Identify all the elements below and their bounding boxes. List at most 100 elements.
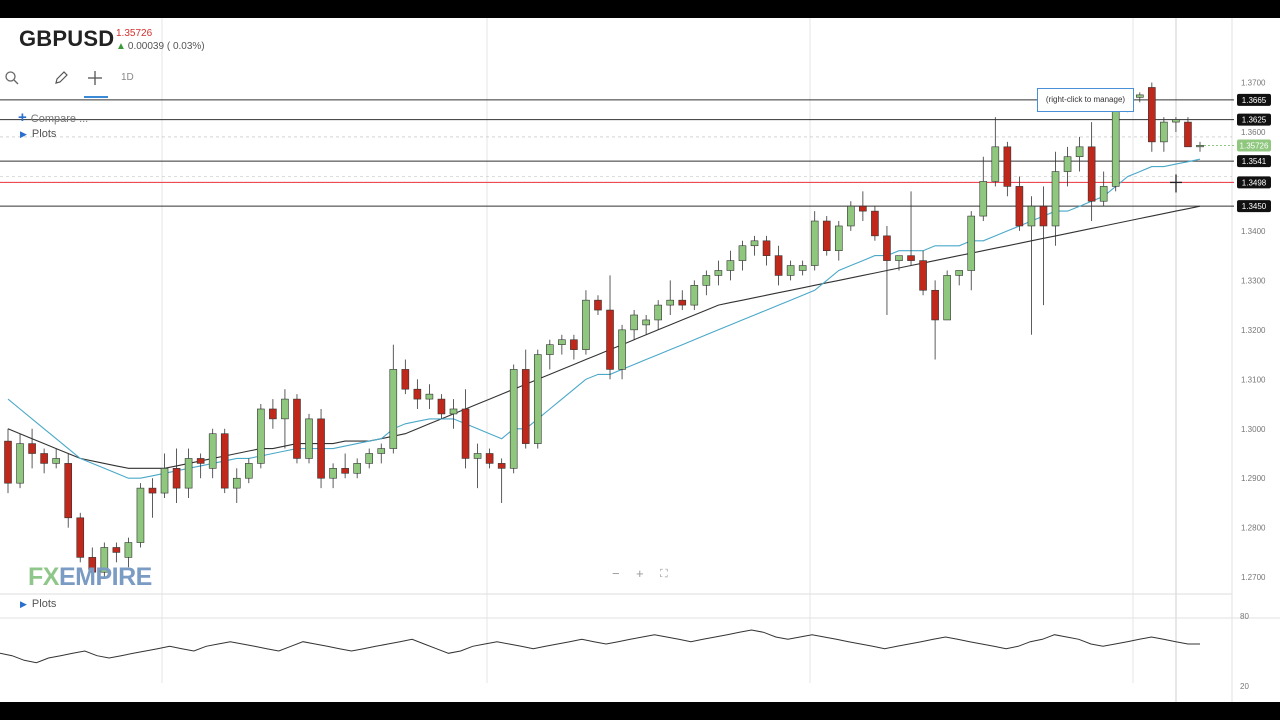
compare-button[interactable]: + Compare ... [18,109,88,126]
current-price-label: 1.35726 [1240,142,1269,151]
candle [991,117,1000,187]
candle [232,468,241,503]
y-tick-label: 1.2900 [1241,474,1266,483]
price-change-text: 0.00039 ( 0.03%) [127,41,205,52]
candle [76,512,85,563]
y-tick-label: 1.2800 [1241,524,1266,533]
candle [208,428,217,479]
candle [112,542,121,563]
candle [1172,117,1180,132]
candle [40,448,48,474]
candle [196,453,205,479]
candle [1148,82,1156,152]
candle [293,394,301,464]
plots-toggle-top[interactable]: ▶ Plots [20,128,56,140]
candle [618,324,626,380]
candle [485,448,494,469]
candle [834,221,843,261]
candle [353,458,361,479]
candle [437,394,446,419]
candle [714,260,723,286]
candle [341,453,349,479]
candle [546,339,554,370]
y-tick-label: 1.3200 [1241,326,1266,335]
candle [967,211,976,291]
candle [642,315,650,335]
candle [907,191,915,266]
fullscreen-button[interactable]: ⛶ [660,568,668,580]
candle [1063,146,1072,187]
candle [786,260,795,281]
manage-tooltip: (right-click to manage) [1037,88,1134,112]
candle [509,364,518,474]
last-price: 1.35726 [116,28,153,39]
candle [822,216,831,256]
candle [798,260,807,276]
candle [100,542,109,578]
candle [979,156,988,222]
moving-average-slow-line [7,205,1201,469]
candle [847,201,855,231]
candle [136,483,145,548]
candle [16,433,24,489]
plots-toggle-bottom[interactable]: ▶ Plots [20,598,56,610]
candle [413,379,422,409]
candle [1196,141,1204,152]
candle [533,349,542,449]
candle [461,389,470,469]
pencil-icon[interactable] [53,70,69,89]
level-badge [1237,176,1271,189]
candle [52,448,60,469]
toolbar: 1D [0,70,160,98]
candle [678,290,687,311]
oscillator-tick-label: 80 [1240,612,1249,621]
candle [245,458,253,484]
candle [220,428,229,494]
search-icon[interactable] [4,70,20,89]
candle [666,280,675,315]
active-tool-underline [84,96,108,98]
current-price-badge [1237,139,1271,152]
chart-canvas[interactable]: 1.3700 1.3600 1.3400 1.3300 1.3200 1.3100 1.30… [0,18,1280,702]
candle [184,448,193,499]
candle [582,290,590,355]
timeframe-selector[interactable]: 1D [121,72,134,83]
candle [148,478,157,518]
candle [365,448,374,469]
candle [750,235,759,256]
candle [810,211,819,271]
candle [269,399,277,429]
zoom-in-button[interactable]: + [636,566,644,581]
chart-frame: 1.3700 1.3600 1.3400 1.3300 1.3200 1.3100 1.30… [0,18,1280,702]
level-badge [1237,93,1271,106]
candle [630,310,638,340]
candle [1087,122,1096,222]
candle [497,458,506,503]
candle [654,300,662,330]
candle [570,334,578,360]
candle [4,428,12,494]
candle [425,384,434,409]
candle [64,453,73,528]
y-tick-label: 1.3300 [1241,276,1266,285]
y-tick-label: 1.3600 [1241,128,1266,137]
candle [1039,186,1048,306]
level-badge-label: 1.3665 [1242,96,1267,105]
candle [738,240,747,271]
candle [389,344,398,454]
candle [1135,92,1144,103]
candle [377,443,386,464]
candle [558,334,566,355]
candle [1075,136,1084,172]
candle [1051,151,1060,246]
candle [871,206,879,241]
candle [317,408,325,489]
crosshair-icon[interactable] [87,70,103,89]
expand-triangle-icon: ▶ [20,599,27,609]
zoom-out-button[interactable]: − [612,566,620,581]
y-tick-label: 1.2700 [1241,573,1266,582]
y-tick-label: 1.3400 [1241,227,1266,236]
candle [329,463,337,489]
candle [859,191,867,222]
y-tick-label: 1.3700 [1241,79,1266,88]
